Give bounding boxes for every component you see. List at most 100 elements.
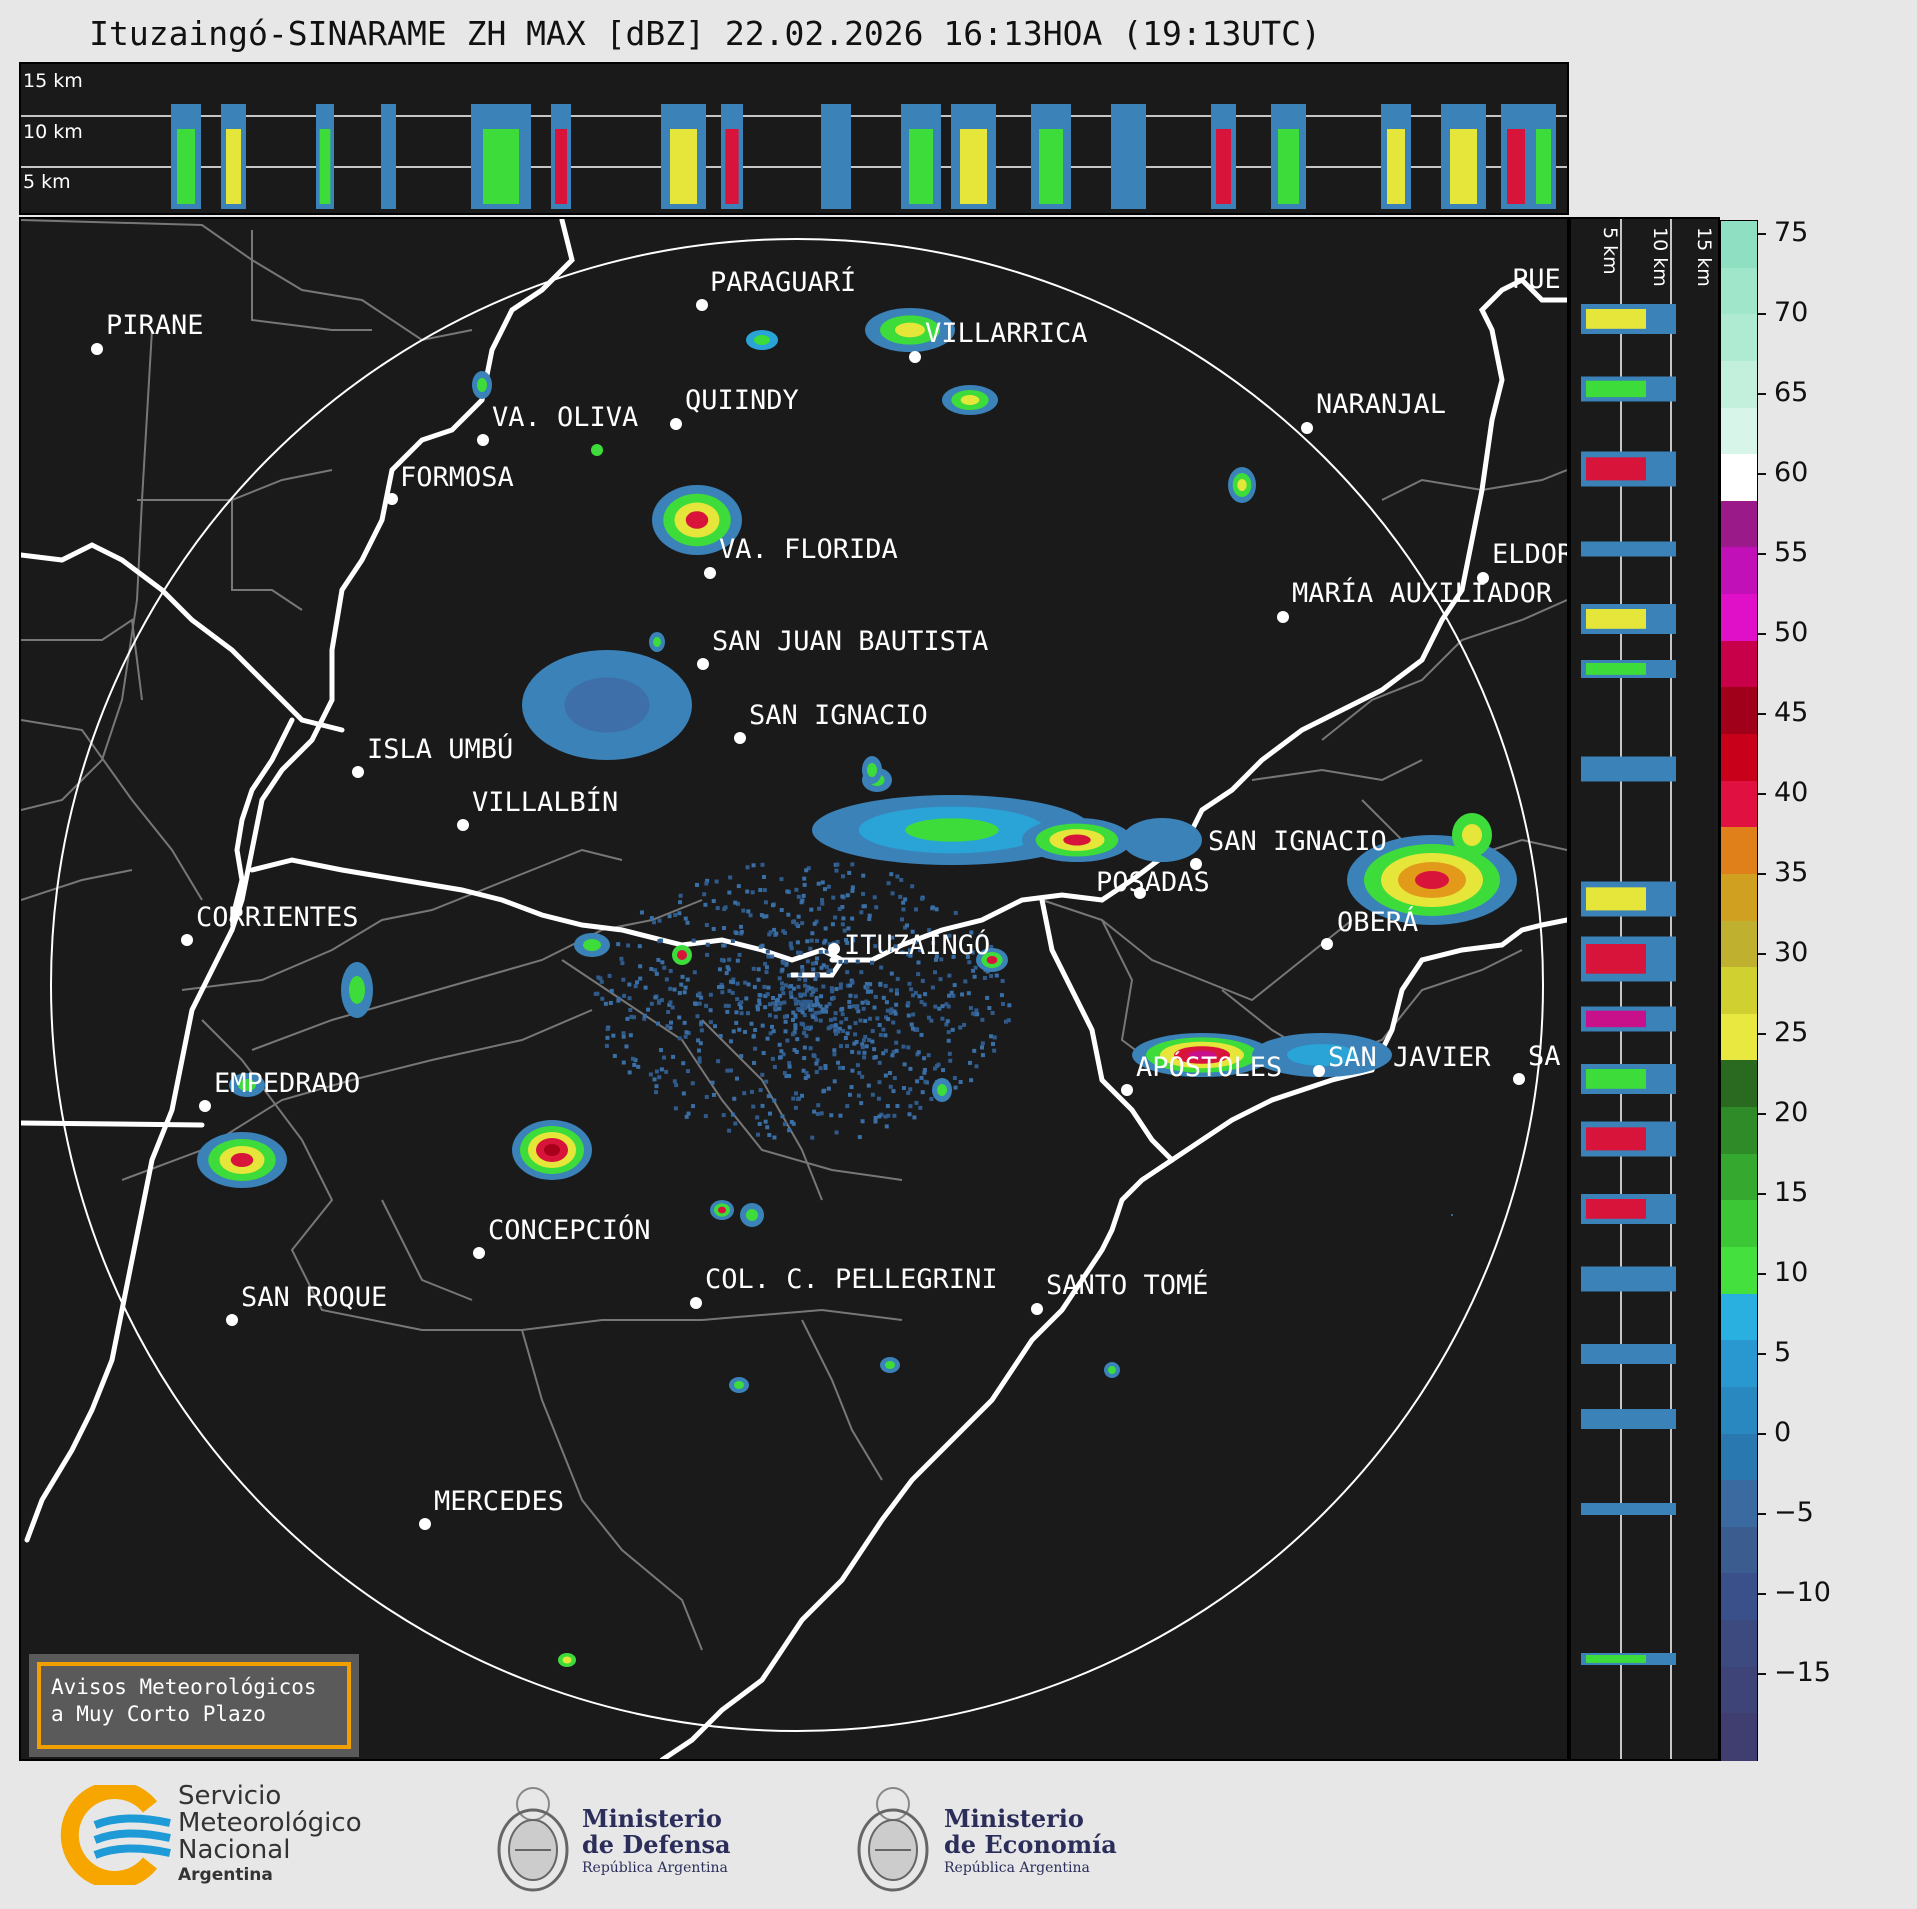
map-title: Ituzaingó-SINARAME ZH MAX [dBZ] 22.02.20…	[89, 14, 1321, 53]
short-term-warnings-box[interactable]: Avisos Meteorológicos a Muy Corto Plazo	[29, 1654, 359, 1757]
warning-line-1: Avisos Meteorológicos	[51, 1675, 317, 1699]
clutter-pixel	[777, 976, 782, 981]
colorbar-tick-label: 70	[1757, 297, 1808, 328]
clutter-pixel	[815, 1058, 820, 1063]
clutter-pixel	[899, 917, 904, 922]
clutter-pixel	[889, 1007, 894, 1012]
clutter-pixel	[756, 967, 761, 972]
clutter-pixel	[755, 1115, 760, 1120]
clutter-pixel	[814, 938, 819, 943]
clutter-pixel	[930, 985, 935, 990]
echo-cell	[564, 677, 650, 733]
clutter-pixel	[905, 923, 910, 928]
echo-cell	[1108, 1366, 1116, 1374]
city-dot	[91, 343, 103, 355]
clutter-pixel	[819, 1111, 824, 1116]
clutter-pixel	[920, 1090, 925, 1095]
clutter-pixel	[765, 992, 770, 997]
clutter-pixel	[967, 1060, 972, 1065]
clutter-pixel	[922, 1056, 927, 1061]
clutter-pixel	[686, 1031, 691, 1036]
city-marker: SAN ROQUE	[226, 1282, 387, 1326]
clutter-pixel	[702, 892, 707, 897]
clutter-pixel	[731, 977, 736, 982]
clutter-pixel	[872, 1005, 877, 1010]
clutter-pixel	[666, 1009, 671, 1014]
clutter-pixel	[768, 1031, 773, 1036]
clutter-pixel	[820, 1007, 825, 1012]
clutter-pixel	[844, 938, 849, 943]
clutter-pixel	[855, 1004, 860, 1009]
clutter-pixel	[836, 1029, 841, 1034]
clutter-pixel	[929, 1096, 934, 1101]
echo-cell	[718, 1206, 726, 1214]
clutter-pixel	[846, 926, 851, 931]
clutter-pixel	[763, 900, 768, 905]
clutter-pixel	[596, 975, 601, 980]
clutter-pixel	[806, 984, 811, 989]
clutter-pixel	[805, 959, 810, 964]
city-label: SAN ROQUE	[241, 1282, 387, 1313]
clutter-pixel	[672, 1079, 677, 1084]
clutter-pixel	[816, 1103, 821, 1108]
clutter-pixel	[815, 1037, 820, 1042]
clutter-pixel	[680, 974, 685, 979]
clutter-pixel	[855, 1063, 860, 1068]
echo-cell	[544, 1144, 560, 1156]
clutter-pixel	[982, 976, 987, 981]
clutter-pixel	[698, 1041, 703, 1046]
clutter-pixel	[763, 961, 768, 966]
clutter-pixel	[850, 1068, 855, 1073]
clutter-pixel	[840, 905, 845, 910]
clutter-pixel	[947, 973, 952, 978]
clutter-pixel	[830, 922, 835, 927]
colorbar-tick-label: 0	[1757, 1417, 1791, 1448]
city-dot	[419, 1518, 431, 1530]
city-label: APÓSTOLES	[1136, 1051, 1282, 1083]
clutter-pixel	[649, 916, 654, 921]
clutter-pixel	[902, 1062, 907, 1067]
clutter-pixel	[803, 1005, 808, 1010]
clutter-pixel	[704, 922, 709, 927]
echo-cell	[1122, 818, 1202, 862]
side-cross-section-panel: 5 km 10 km 15 km	[1569, 217, 1720, 1761]
clutter-pixel	[748, 913, 753, 918]
clutter-pixel	[655, 1021, 660, 1026]
clutter-pixel	[780, 1114, 785, 1119]
clutter-pixel	[814, 999, 819, 1004]
clutter-pixel	[926, 1053, 931, 1058]
clutter-pixel	[800, 968, 805, 973]
clutter-pixel	[739, 924, 744, 929]
clutter-pixel	[907, 1112, 912, 1117]
clutter-pixel	[951, 993, 956, 998]
city-label: VILLALBÍN	[472, 786, 618, 818]
city-marker: SANTO TOMÉ	[1031, 1269, 1209, 1315]
clutter-pixel	[850, 885, 855, 890]
clutter-pixel	[746, 982, 751, 987]
clutter-pixel	[837, 1026, 842, 1031]
clutter-pixel	[866, 935, 871, 940]
clutter-pixel	[732, 1096, 737, 1101]
colorbar-stripe	[1721, 1386, 1757, 1435]
clutter-pixel	[802, 876, 807, 881]
clutter-pixel	[980, 1045, 985, 1050]
clutter-pixel	[939, 957, 944, 962]
clutter-pixel	[940, 1004, 945, 1009]
clutter-pixel	[810, 931, 815, 936]
clutter-pixel	[703, 1114, 708, 1119]
colorbar-stripe	[1721, 780, 1757, 829]
clutter-pixel	[946, 1030, 951, 1035]
top-echo-core	[1039, 129, 1063, 204]
radar-map[interactable]: PARAGUARÍ VILLARRICA PIRANE QUIINDY VA. OLIV…	[19, 217, 1569, 1761]
clutter-pixel	[972, 1048, 977, 1053]
clutter-pixel	[654, 1084, 659, 1089]
clutter-pixel	[847, 870, 852, 875]
clutter-pixel	[800, 1005, 805, 1010]
clutter-pixel	[779, 877, 784, 882]
clutter-pixel	[894, 1040, 899, 1045]
clutter-pixel	[627, 982, 632, 987]
clutter-pixel	[867, 913, 872, 918]
clutter-pixel	[874, 905, 879, 910]
clutter-pixel	[656, 957, 661, 962]
clutter-pixel	[699, 995, 704, 1000]
